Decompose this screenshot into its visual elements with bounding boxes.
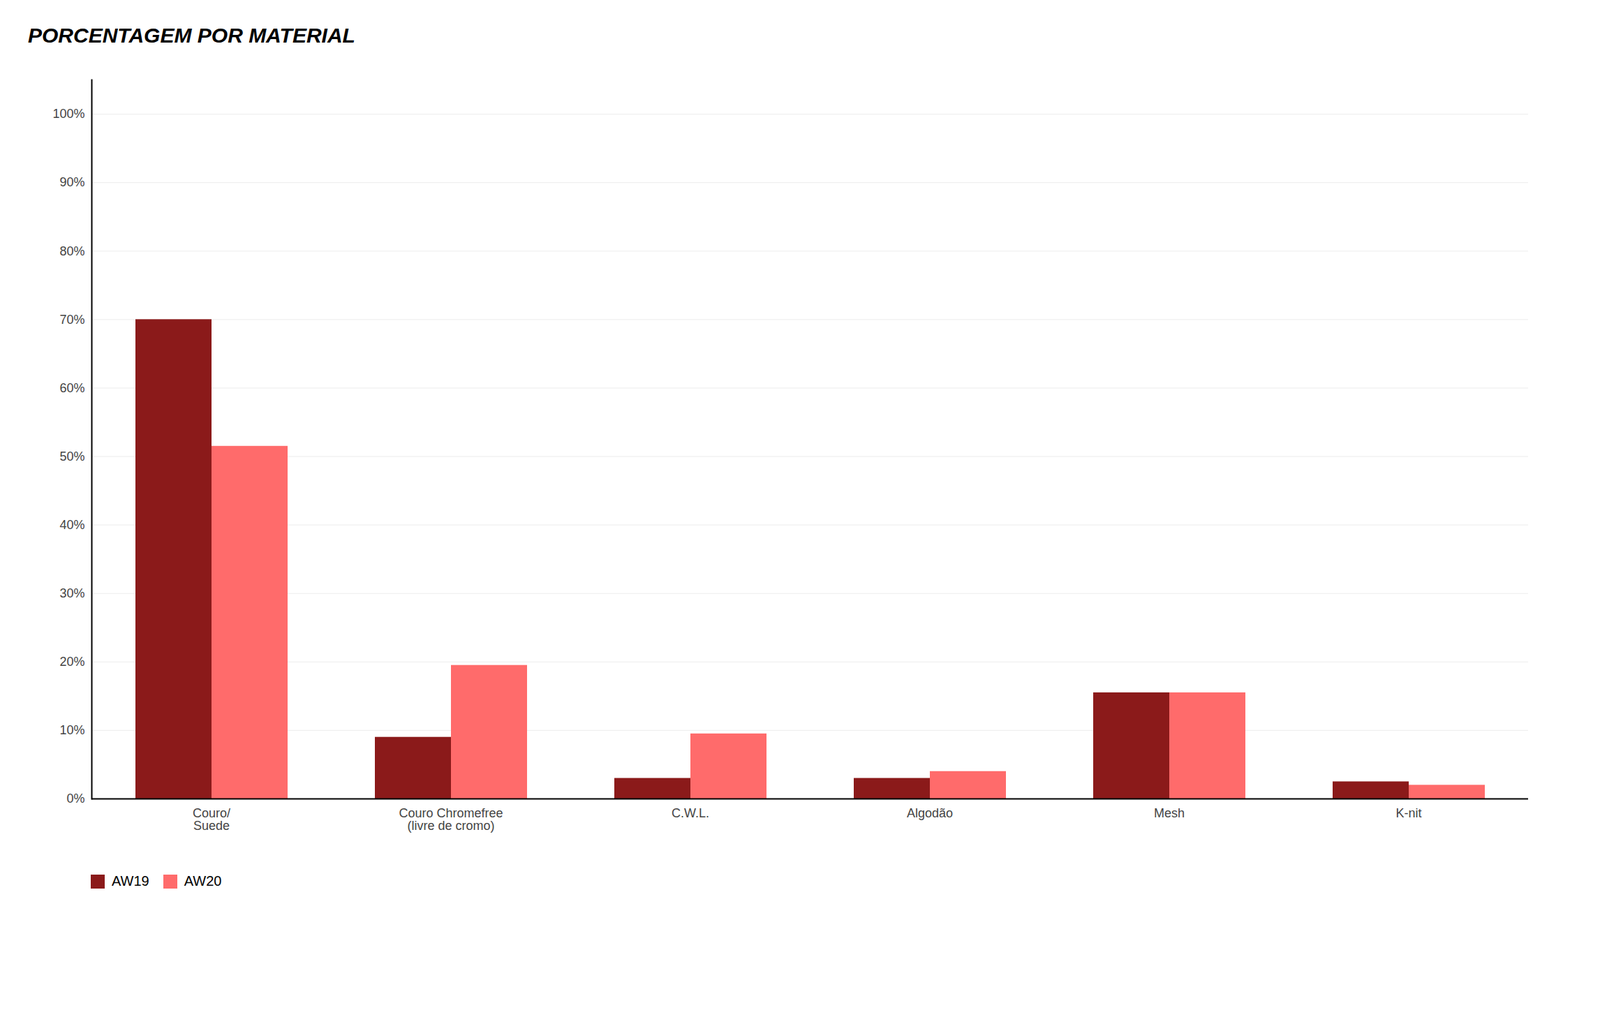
svg-text:C.W.L.: C.W.L. (671, 806, 710, 821)
svg-text:20%: 20% (59, 654, 85, 669)
svg-text:40%: 40% (59, 517, 85, 532)
svg-text:Couro Chromefree(livre de crom: Couro Chromefree(livre de cromo) (398, 806, 503, 833)
svg-text:100%: 100% (52, 106, 85, 121)
svg-text:K-nit: K-nit (1395, 806, 1422, 821)
svg-text:10%: 10% (59, 723, 85, 738)
svg-text:Couro/Suede: Couro/Suede (192, 806, 231, 833)
svg-text:70%: 70% (59, 312, 85, 327)
svg-text:80%: 80% (59, 243, 85, 258)
svg-text:60%: 60% (59, 381, 85, 396)
svg-text:90%: 90% (59, 175, 85, 190)
svg-text:Mesh: Mesh (1153, 806, 1185, 821)
html-text:AW19: AW19 (111, 873, 150, 889)
svg-text:Algodão: Algodão (906, 806, 953, 821)
svg-text:0%: 0% (66, 791, 85, 806)
svg-text:30%: 30% (59, 586, 85, 601)
html-text:PORCENTAGEM POR MATERIAL: PORCENTAGEM POR MATERIAL (27, 23, 356, 47)
html-text:AW20: AW20 (184, 873, 222, 889)
svg-text:50%: 50% (59, 449, 85, 464)
